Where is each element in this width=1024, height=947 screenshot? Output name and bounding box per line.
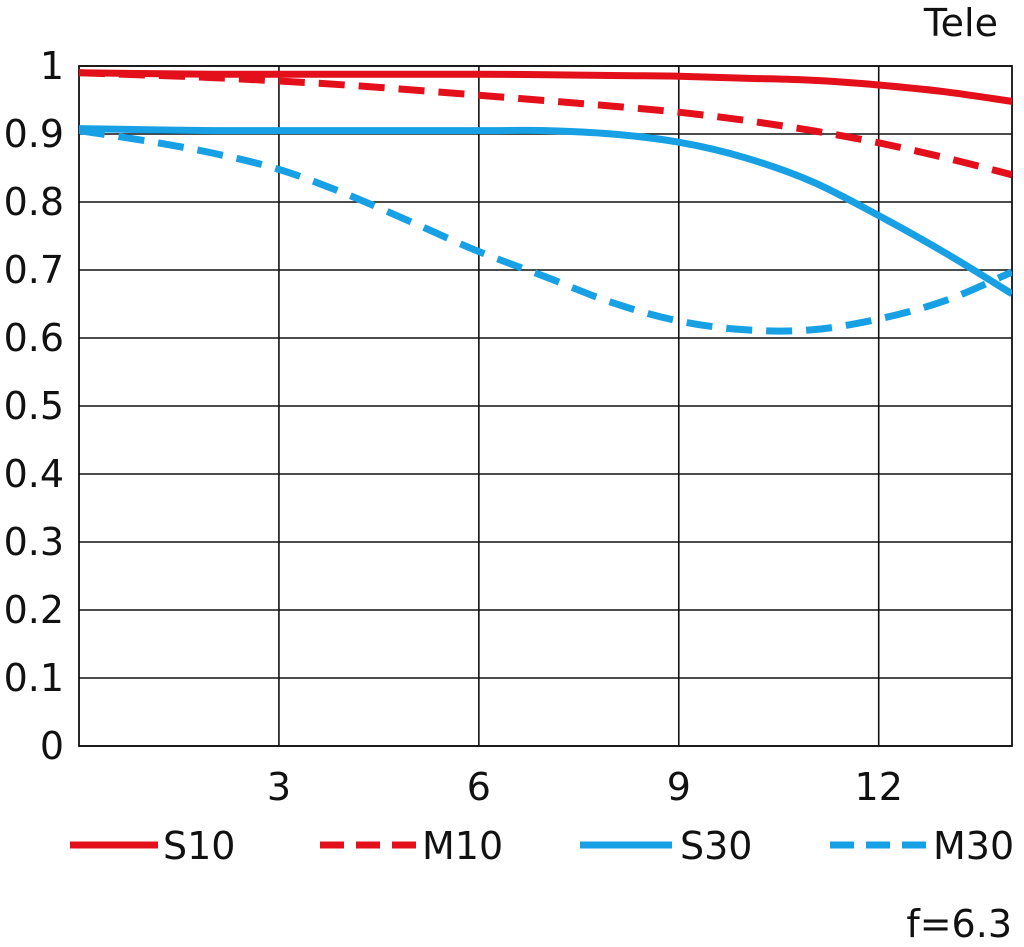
chart-footnote: f=6.3 — [906, 902, 1012, 946]
legend-label-s10: S10 — [163, 824, 235, 868]
y-axis-ticks: 0 0.1 0.2 0.3 0.4 0.5 0.6 0.7 0.8 0.9 1 — [4, 44, 64, 768]
grid — [78, 65, 1013, 747]
y-tick-label: 1 — [40, 44, 64, 88]
legend-label-s30: S30 — [680, 824, 752, 868]
y-tick-label: 0.3 — [4, 520, 64, 564]
y-tick-label: 0.9 — [4, 112, 64, 156]
plot-frame — [78, 65, 1013, 747]
series-line-m30 — [79, 127, 1012, 335]
y-tick-label: 0 — [40, 724, 64, 768]
legend-label-m10: M10 — [422, 824, 503, 868]
x-tick-label: 9 — [667, 765, 691, 809]
series-lines — [79, 69, 1012, 335]
legend: S10 M10 S30 M30 — [70, 824, 1014, 868]
y-tick-label: 0.7 — [4, 248, 64, 292]
y-tick-label: 0.8 — [4, 180, 64, 224]
chart-title: Tele — [923, 1, 998, 45]
legend-label-m30: M30 — [933, 824, 1014, 868]
y-tick-label: 0.5 — [4, 384, 64, 428]
x-tick-label: 3 — [267, 765, 291, 809]
y-tick-label: 0.1 — [4, 656, 64, 700]
series-line-s10 — [79, 69, 1012, 105]
y-tick-label: 0.6 — [4, 316, 64, 360]
series-line-m10 — [79, 69, 1012, 179]
series-line-s30 — [79, 125, 1012, 297]
x-tick-label: 12 — [855, 765, 903, 809]
x-tick-label: 6 — [467, 765, 491, 809]
x-axis-ticks: 3 6 9 12 — [267, 765, 903, 809]
y-tick-label: 0.4 — [4, 452, 64, 496]
y-tick-label: 0.2 — [4, 588, 64, 632]
